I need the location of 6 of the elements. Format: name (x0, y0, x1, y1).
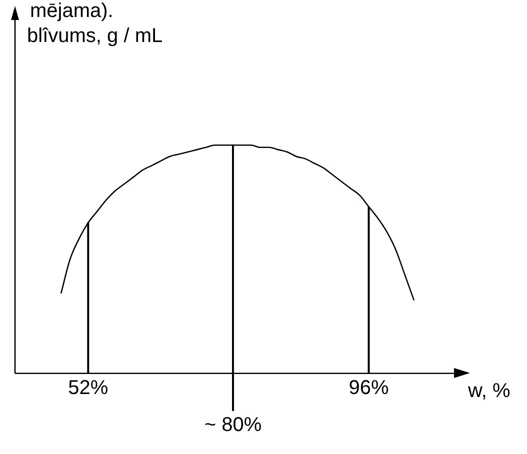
x-tick-label: 96% (348, 376, 389, 399)
x-axis-title: w, % (467, 380, 510, 402)
x-tick-label: ~ 80% (204, 414, 262, 436)
x-tick-label: 52% (68, 376, 108, 399)
text: mējama). (30, 0, 114, 22)
y-axis-title: blîvums, g / mL (27, 25, 163, 47)
